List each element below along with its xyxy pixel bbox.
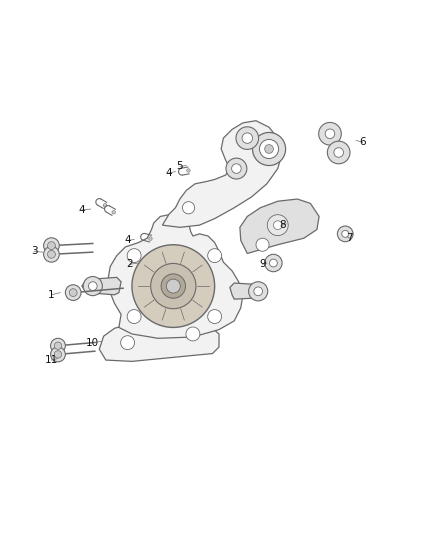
Circle shape	[236, 127, 258, 149]
Circle shape	[47, 251, 55, 258]
Circle shape	[265, 254, 282, 272]
Circle shape	[50, 347, 65, 362]
Circle shape	[83, 277, 102, 296]
Circle shape	[183, 201, 194, 214]
Circle shape	[256, 238, 269, 251]
Circle shape	[342, 230, 349, 237]
Circle shape	[253, 133, 286, 166]
Text: 6: 6	[359, 138, 366, 148]
Circle shape	[267, 215, 288, 236]
Circle shape	[249, 282, 268, 301]
Polygon shape	[240, 199, 319, 254]
Circle shape	[334, 148, 343, 157]
Circle shape	[242, 133, 253, 143]
Text: 4: 4	[166, 168, 172, 178]
Circle shape	[226, 158, 247, 179]
Circle shape	[186, 327, 200, 341]
Text: 4: 4	[124, 236, 131, 245]
Circle shape	[88, 282, 97, 290]
Circle shape	[44, 238, 59, 254]
Circle shape	[112, 211, 115, 214]
Circle shape	[232, 164, 241, 173]
Text: 4: 4	[78, 205, 85, 215]
Circle shape	[187, 169, 190, 172]
Circle shape	[47, 241, 55, 249]
Circle shape	[127, 310, 141, 324]
Circle shape	[327, 141, 350, 164]
Circle shape	[166, 279, 180, 293]
Circle shape	[149, 237, 152, 240]
Text: 9: 9	[259, 260, 266, 269]
Circle shape	[127, 249, 141, 263]
Text: 2: 2	[127, 260, 133, 269]
Circle shape	[132, 245, 215, 327]
Circle shape	[65, 285, 81, 301]
Circle shape	[208, 249, 222, 263]
Circle shape	[273, 221, 282, 230]
Text: 7: 7	[346, 233, 353, 243]
Circle shape	[208, 310, 222, 324]
Circle shape	[161, 274, 185, 298]
Circle shape	[259, 140, 279, 158]
Polygon shape	[230, 283, 266, 299]
Circle shape	[69, 289, 77, 296]
Text: 11: 11	[45, 355, 58, 365]
Circle shape	[269, 259, 277, 267]
Circle shape	[151, 263, 196, 309]
Polygon shape	[162, 120, 282, 228]
Text: 10: 10	[86, 338, 99, 348]
Circle shape	[54, 351, 62, 358]
Circle shape	[120, 336, 134, 350]
Circle shape	[44, 246, 59, 262]
Polygon shape	[108, 214, 243, 338]
Circle shape	[319, 123, 341, 145]
Circle shape	[50, 338, 65, 353]
Polygon shape	[82, 277, 121, 295]
Text: 5: 5	[177, 161, 183, 172]
Circle shape	[54, 342, 62, 350]
Circle shape	[254, 287, 262, 296]
Circle shape	[337, 226, 353, 241]
Circle shape	[325, 129, 335, 139]
Text: 8: 8	[279, 220, 286, 230]
Circle shape	[103, 204, 107, 207]
Polygon shape	[99, 317, 219, 361]
Circle shape	[265, 144, 273, 154]
Text: 1: 1	[48, 290, 55, 300]
Text: 3: 3	[31, 246, 37, 256]
